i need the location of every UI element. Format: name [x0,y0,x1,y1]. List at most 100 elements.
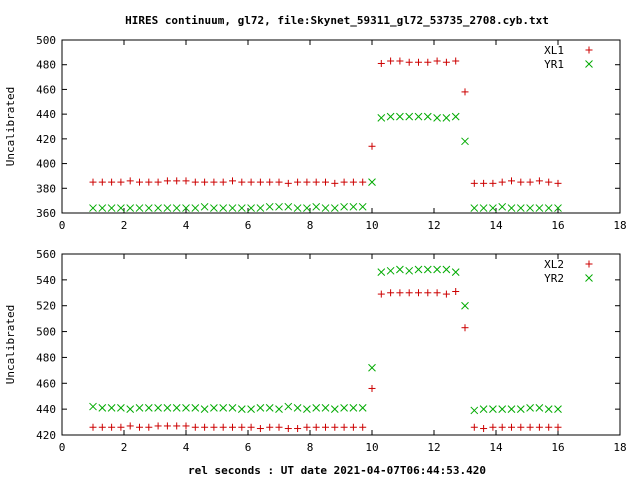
top-plot-panel: 0 2 4 6 8 10 12 14 16 18 360 380 400 420 440 460 480 500 U… [4,34,627,232]
data-point-yr2 [489,405,497,413]
y-tick-label: 500 [36,326,56,339]
y-tick-label: 500 [36,34,56,47]
data-point-xl2 [201,423,209,431]
data-point-xl1 [303,178,311,186]
data-point-xl1 [405,58,413,66]
data-point-xl1 [238,178,246,186]
data-point-yr1 [237,204,246,212]
data-point-yr2 [498,405,507,413]
x-tick-label: 2 [121,219,128,232]
data-point-xl2 [294,425,302,433]
data-point-xl2 [210,423,218,431]
data-point-xl1 [154,178,162,186]
data-point-yr2 [516,405,525,413]
plot-frame [61,39,621,214]
x-tick-label: 10 [365,441,378,454]
data-point-yr1 [154,204,162,212]
data-point-xl2 [154,422,162,430]
data-point-yr2 [414,265,423,274]
data-point-xl2 [433,289,441,297]
data-point-xl2 [275,423,283,431]
data-point-yr2 [479,405,488,413]
data-point-xl1 [173,177,181,185]
y-tick-label: 480 [36,59,56,72]
bottom-plot-panel: 0 2 4 6 8 10 12 14 16 18 420 440 460 480 500 520 540 560 U… [4,248,627,454]
data-point-yr2 [135,403,144,412]
data-point-xl2 [229,423,236,431]
x-tick-label: 4 [183,441,190,454]
data-point-yr2 [275,405,283,413]
data-point-xl1 [163,177,171,185]
data-point-xl1 [359,178,367,186]
data-point-xl1 [108,178,116,186]
data-point-yr2 [312,403,321,412]
data-point-yr1 [126,204,135,212]
data-point-xl1 [526,178,534,186]
data-point-yr2 [433,265,441,274]
y-tick-label: 440 [36,108,56,121]
data-point-yr1 [135,204,144,212]
data-point-xl2 [89,423,97,431]
data-point-yr1 [256,204,265,212]
data-point-xl2 [108,423,116,431]
data-point-yr1 [451,112,460,121]
data-point-yr2 [442,265,451,274]
x-tick-label: 18 [613,441,626,454]
legend-label-xl1: XL1 [544,44,564,57]
x-tick-label: 6 [245,219,252,232]
data-point-yr2 [172,403,181,412]
legend-label-yr2: YR2 [544,272,564,285]
data-point-xl2 [470,423,478,431]
data-point-yr2 [219,403,228,412]
data-point-xl2 [340,423,348,431]
data-point-xl2 [489,423,497,431]
x-tick-label: 18 [613,219,626,232]
x-tick-label: 14 [489,219,503,232]
data-point-xl2 [182,422,190,430]
data-point-xl2 [126,422,134,430]
y-tick-label: 400 [36,158,56,171]
data-point-yr1 [349,202,358,211]
data-point-yr2 [507,405,516,413]
data-point-xl1 [219,178,227,186]
data-point-xl1 [191,178,199,186]
data-point-xl2 [219,423,227,431]
data-point-yr1 [414,112,423,121]
data-point-yr1 [396,112,404,121]
data-point-xl1 [294,178,302,186]
y-tick-label: 520 [36,300,56,313]
data-point-yr1 [312,202,321,211]
x-tick-label: 12 [427,441,440,454]
data-point-yr2 [451,268,460,276]
data-point-xl1 [387,57,395,65]
data-point-xl1 [498,178,506,186]
data-point-xl2 [498,423,506,431]
data-point-yr2 [340,403,348,412]
data-point-xl1 [442,58,450,66]
data-point-xl1 [247,178,255,186]
data-point-yr2 [107,403,116,412]
data-point-yr1 [470,204,479,212]
legend-marker-yr2 [585,274,593,282]
x-tick-label: 4 [183,219,190,232]
data-point-xl1 [461,88,469,96]
y-tick-label: 420 [36,133,56,146]
data-point-yr1 [554,204,562,212]
data-point-xl1 [256,178,264,186]
data-point-yr2 [544,405,553,413]
y-axis-label: Uncalibrated [4,87,17,166]
data-point-yr1 [265,202,274,211]
data-point-xl1 [452,57,460,65]
data-point-xl1 [415,58,422,66]
data-point-xl1 [201,178,209,186]
data-point-yr2 [200,405,209,413]
data-point-xl1 [322,178,329,186]
data-point-yr2 [144,403,153,412]
legend-marker-yr1 [585,60,593,68]
x-tick-label: 8 [307,441,314,454]
data-point-xl1 [517,178,525,186]
y-axis-label: Uncalibrated [4,305,17,384]
data-point-xl1 [89,178,97,186]
data-point-yr1 [163,204,172,212]
data-point-yr1 [107,204,116,212]
